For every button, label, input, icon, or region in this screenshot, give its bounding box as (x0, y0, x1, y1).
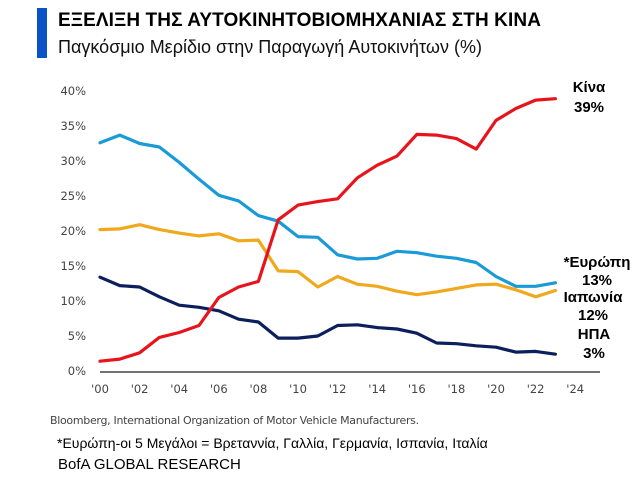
series-name-label: Ιαπωνία (564, 289, 624, 306)
x-tick-label: '02 (131, 382, 149, 396)
x-tick-label: '14 (368, 382, 386, 396)
series-name-label: Κίνα (573, 79, 606, 96)
series-name-label: *Ευρώπη (564, 254, 631, 271)
y-axis-ticks: 0% 5% 10% 15% 20% 25% 30% 35% 40% (60, 84, 86, 378)
series-value-label: 12% (578, 307, 608, 324)
x-tick-label: '08 (250, 382, 268, 396)
y-tick-label: 20% (60, 224, 86, 238)
x-tick-label: '22 (527, 382, 545, 396)
title-accent-bar (37, 8, 47, 58)
series-value-label: 3% (583, 345, 605, 362)
footnote: *Ευρώπη-οι 5 Μεγάλοι = Βρεταννία, Γαλλία… (57, 435, 488, 451)
y-tick-label: 0% (68, 364, 86, 378)
series-line-0 (98, 97, 558, 363)
series-line-2 (98, 223, 558, 299)
credit-line: BofA GLOBAL RESEARCH (58, 456, 241, 473)
x-axis-ticks: '00 '02 '04 '06 '08 '10 '12 '14 '16 '18 '20 '22 '24 (91, 382, 584, 396)
x-tick-label: '20 (487, 382, 505, 396)
x-tick-label: '04 (170, 382, 188, 396)
series-line-1 (98, 133, 558, 288)
y-tick-label: 10% (60, 294, 86, 308)
y-tick-label: 5% (68, 329, 86, 343)
y-tick-label: 35% (60, 119, 86, 133)
series-value-label: 39% (574, 99, 604, 116)
x-tick-label: '06 (210, 382, 228, 396)
series-name-label: ΗΠΑ (578, 326, 611, 343)
y-tick-label: 15% (60, 259, 86, 273)
page-title: ΕΞΕΛΙΞΗ ΤΗΣ ΑΥΤΟΚΙΝΗΤΟΒΙΟΜΗΧΑΝΙΑΣ ΣΤΗ ΚΙ… (58, 10, 542, 31)
chart-subtitle: Παγκόσμιο Μερίδιο στην Παραγωγή Αυτοκινή… (58, 37, 482, 57)
y-tick-label: 40% (60, 84, 86, 98)
x-tick-label: '00 (91, 382, 109, 396)
y-tick-label: 25% (60, 189, 86, 203)
x-tick-label: '16 (408, 382, 426, 396)
y-tick-label: 30% (60, 154, 86, 168)
series-lines (98, 97, 558, 363)
x-tick-label: '24 (566, 382, 584, 396)
x-tick-label: '10 (289, 382, 307, 396)
series-value-label: 13% (582, 272, 612, 289)
x-tick-label: '18 (448, 382, 466, 396)
series-line-3 (98, 275, 558, 356)
source-note: Bloomberg, International Organization of… (50, 414, 419, 427)
x-tick-label: '12 (329, 382, 347, 396)
